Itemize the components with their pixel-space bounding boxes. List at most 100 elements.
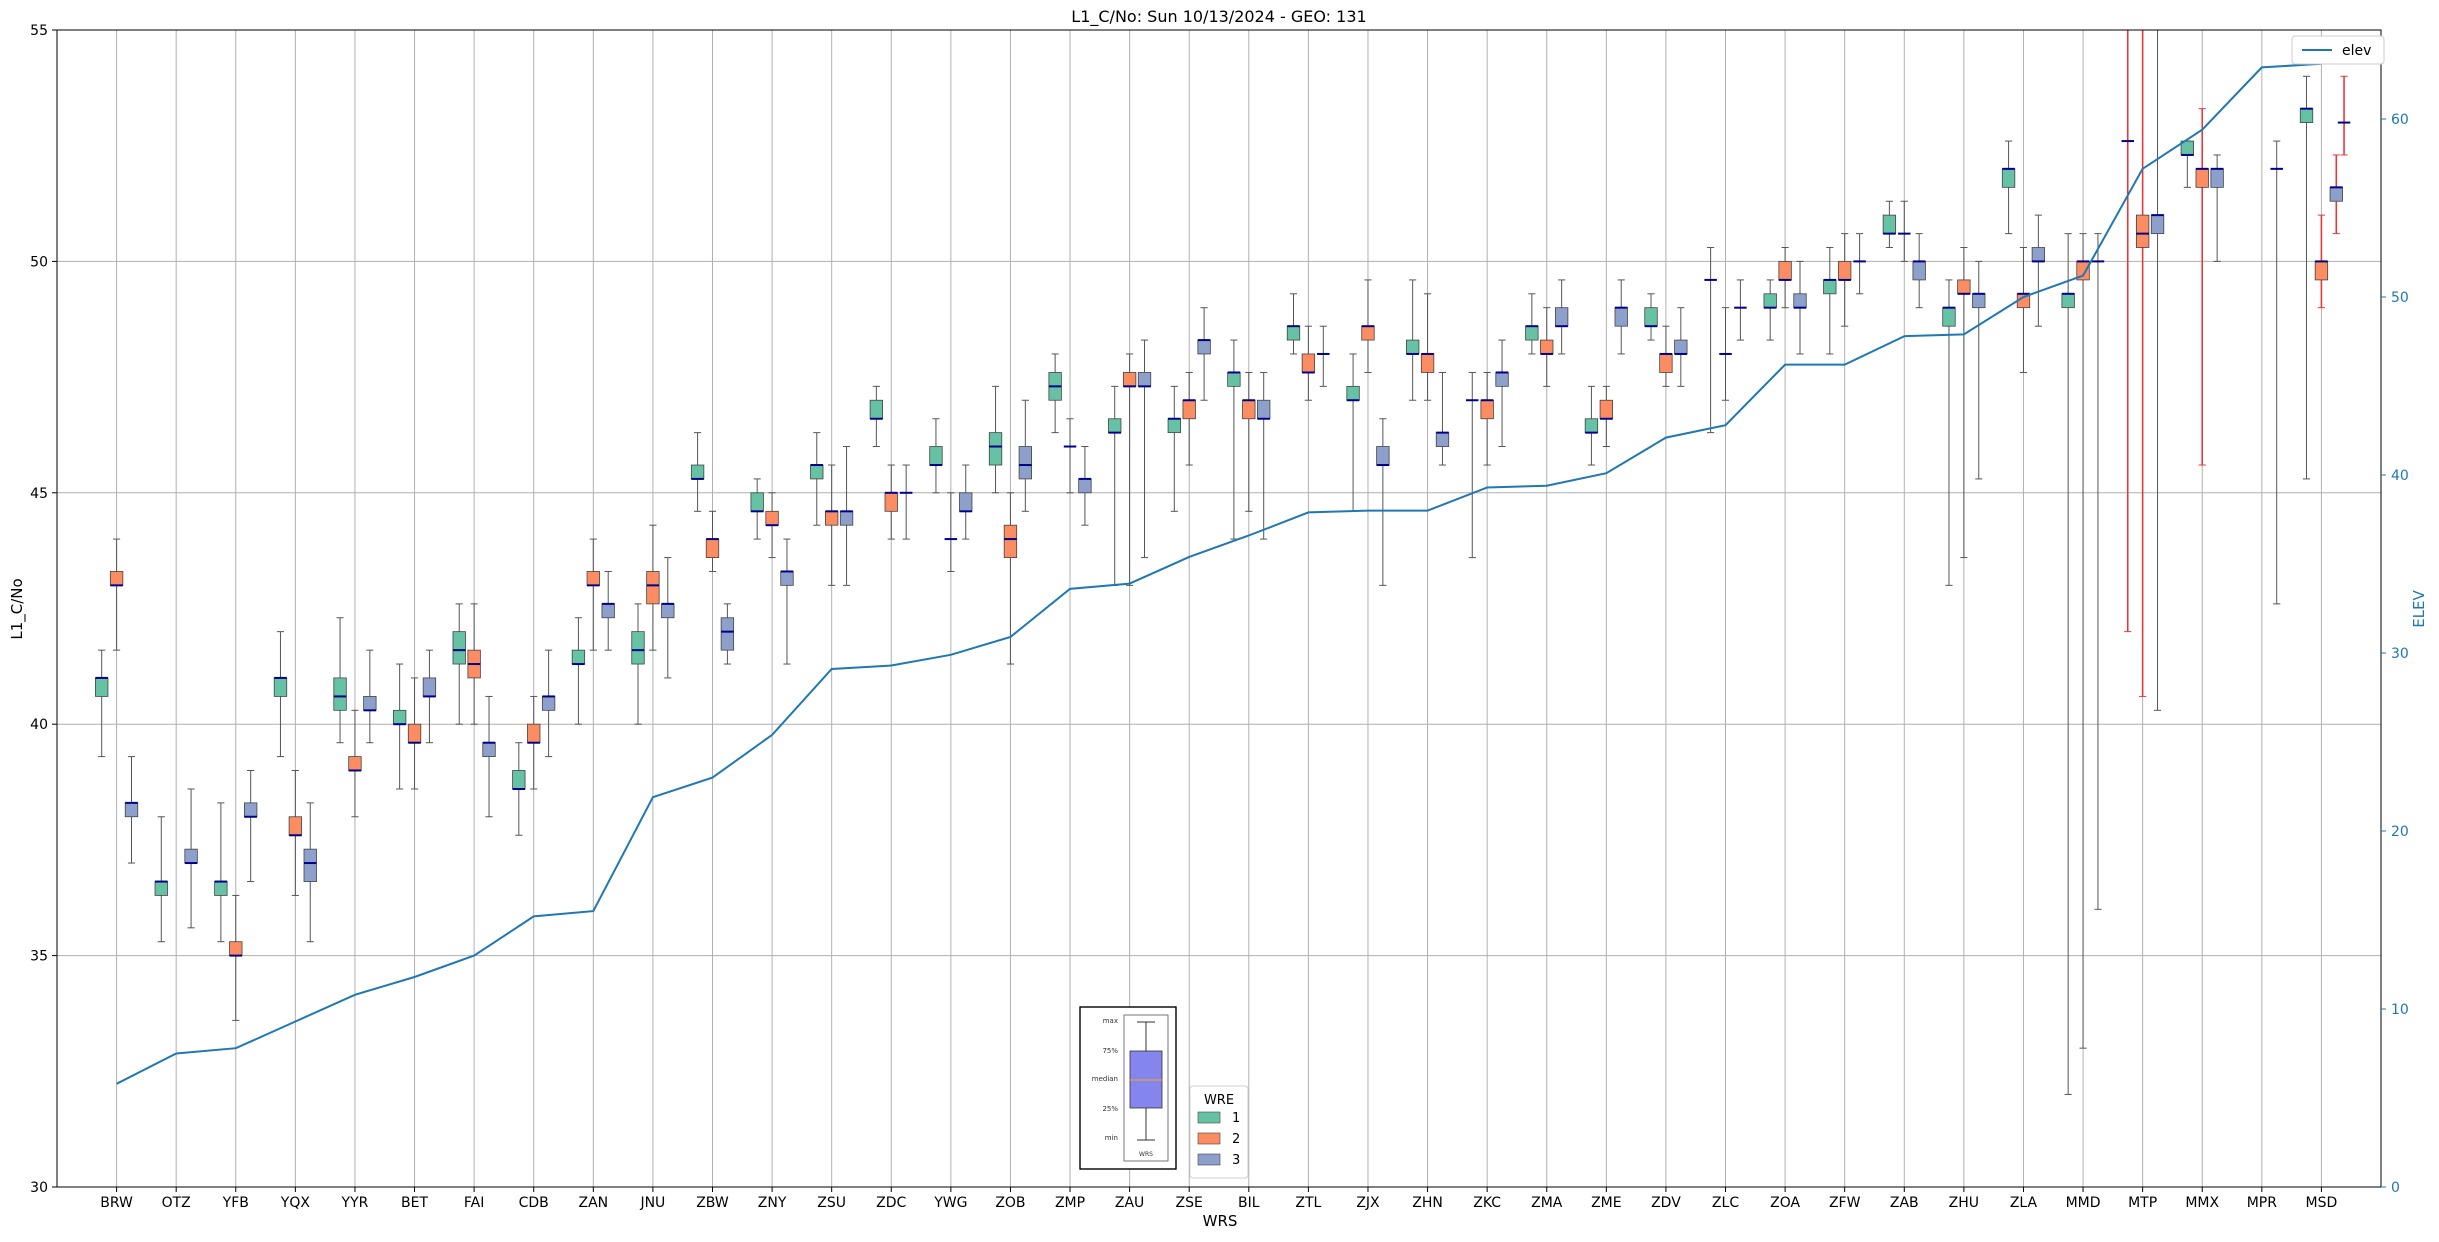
box-zny-wre1-32: [750, 492, 764, 512]
box-zhn-wre1-65: [1406, 339, 1420, 355]
box-key-label-0: max: [1103, 1017, 1118, 1025]
x-tick-label-zoa: ZOA: [1770, 1195, 1800, 1211]
y-tick-label-35: 35: [30, 949, 48, 965]
y2-tick-label-50: 50: [2391, 290, 2409, 306]
x-tick-label-zfw: ZFW: [1829, 1195, 1861, 1211]
box-plot-key: max 75% median 25% min WRS: [1079, 1006, 1177, 1170]
legend-wre-title: WRE: [1204, 1093, 1234, 1108]
box-zhu-wre2-93: [1957, 279, 1971, 295]
y2-axis-label: ELEV: [2410, 589, 2428, 627]
x-tick-label-zla: ZLA: [2010, 1195, 2038, 1211]
y2-tick-label-40: 40: [2391, 468, 2409, 484]
x-tick-label-zlc: ZLC: [1712, 1195, 1739, 1211]
box-key-label-3: 25%: [1102, 1105, 1118, 1113]
legend-elev: elev: [2291, 35, 2385, 65]
box-zdc-wre2-39: [884, 492, 898, 512]
box-cdb-wre3-22: [541, 696, 556, 711]
chart-title: L1_C/No: Sun 10/13/2024 - GEO: 131: [1071, 7, 1366, 27]
box-zhu-wre1-92: [1942, 307, 1956, 327]
box-zhu-wre3-94: [1972, 293, 1986, 309]
box-key-label-2: median: [1092, 1075, 1118, 1083]
box-key-xlabel: WRS: [1139, 1151, 1153, 1158]
box-zbw-wre3-31: [720, 617, 735, 651]
box-brw-wre2-1: [109, 571, 124, 586]
box-zau-wre1-50: [1108, 418, 1122, 434]
box-fai-wre3-19: [482, 742, 496, 757]
x-tick-label-zdc: ZDC: [876, 1195, 906, 1211]
box-zbw-wre1-29: [690, 464, 705, 480]
x-tick-label-zan: ZAN: [578, 1195, 608, 1211]
box-zab-wre1-89: [1882, 214, 1897, 235]
y-axis-label: L1_C/No: [8, 578, 27, 639]
box-bil-wre3-58: [1257, 399, 1271, 420]
box-zob-wre2-45: [1003, 524, 1018, 558]
box-zny-wre2-33: [765, 510, 779, 526]
box-bil-wre1-56: [1227, 372, 1241, 387]
box-zob-wre3-46: [1018, 446, 1032, 480]
box-zbw-wre2-30: [705, 538, 720, 558]
plot-frame: [56, 29, 2382, 1188]
box-jnu-wre1-26: [631, 631, 645, 665]
box-zme-wre3-76: [1614, 307, 1628, 327]
box-zfw-wre2-87: [1838, 260, 1852, 281]
box-otz-wre3-4: [184, 848, 198, 864]
axes: BRW OTZ YFB YQX YYR BET FAI CDB ZAN JNU ZBW ZNY ZSU Z…: [30, 23, 2409, 1211]
box-zfw-wre1-86: [1823, 279, 1837, 295]
x-tick-label-zob: ZOB: [995, 1195, 1025, 1211]
box-bet-wre3-16: [422, 677, 437, 697]
box-yfb-wre3-7: [244, 802, 258, 818]
y-tick-label-30: 30: [30, 1180, 48, 1196]
box-ztl-wre1-59: [1286, 325, 1301, 341]
x-tick-label-fai: FAI: [464, 1195, 484, 1211]
x-tick-label-ztl: ZTL: [1295, 1195, 1321, 1211]
x-tick-label-mpr: MPR: [2247, 1195, 2278, 1211]
box-otz-wre1-3: [154, 881, 168, 896]
x-tick-label-mmd: MMD: [2066, 1195, 2101, 1211]
box-zse-wre2-54: [1182, 399, 1196, 420]
box-yfb-wre2-6: [229, 941, 243, 957]
x-tick-label-yfb: YFB: [222, 1195, 249, 1211]
box-cdb-wre2-21: [527, 723, 541, 744]
box-fai-wre1-17: [452, 631, 466, 665]
legend-wre-label-2: 2: [1232, 1132, 1240, 1147]
x-tick-label-otz: OTZ: [162, 1195, 191, 1211]
box-yqx-wre3-10: [303, 848, 317, 882]
box-zhn-wre3-67: [1435, 432, 1450, 447]
x-tick-label-zbw: ZBW: [696, 1195, 729, 1211]
legend-wre-swatch-1: [1197, 1111, 1221, 1124]
x-tick-label-zhu: ZHU: [1949, 1195, 1979, 1211]
box-yfb-wre1-5: [214, 881, 228, 896]
box-zny-wre3-34: [780, 571, 794, 586]
box-zsu-wre1-35: [810, 464, 824, 480]
box-zan-wre1-23: [571, 649, 586, 665]
box-ztl-wre2-60: [1301, 353, 1316, 373]
x-tick-label-mtp: MTP: [2128, 1195, 2157, 1211]
box-zoa-wre2-84: [1778, 260, 1792, 281]
box-zau-wre2-51: [1122, 372, 1137, 387]
y2-tick-label-0: 0: [2391, 1180, 2400, 1196]
x-tick-label-zjx: ZJX: [1356, 1195, 1380, 1211]
box-yyr-wre2-12: [348, 756, 362, 771]
legend-wre-label-3: 3: [1232, 1153, 1240, 1168]
box-msd-wre2-109: [2314, 260, 2329, 281]
x-tick-label-mmx: MMX: [2185, 1195, 2219, 1211]
box-zma-wre3-73: [1554, 307, 1569, 327]
box-zob-wre1-44: [988, 432, 1003, 466]
box-zsu-wre2-36: [825, 510, 839, 526]
box-zjx-wre1-62: [1346, 385, 1360, 401]
x-axis-label: WRS: [1203, 1212, 1238, 1230]
box-msd-wre1-108: [2299, 108, 2314, 123]
y-tick-label-55: 55: [30, 23, 48, 39]
box-zab-wre3-91: [1912, 260, 1926, 281]
x-tick-label-zse: ZSE: [1176, 1195, 1203, 1211]
box-zma-wre1-71: [1525, 325, 1539, 341]
y-tick-label-40: 40: [30, 717, 48, 733]
boxes: [95, 107, 2351, 957]
box-mmx-wre3-106: [2210, 168, 2224, 188]
box-msd-wre3-110: [2329, 186, 2343, 202]
y-tick-label-50: 50: [30, 254, 48, 270]
box-key-label-4: min: [1105, 1134, 1118, 1142]
box-zdv-wre3-79: [1674, 339, 1688, 355]
